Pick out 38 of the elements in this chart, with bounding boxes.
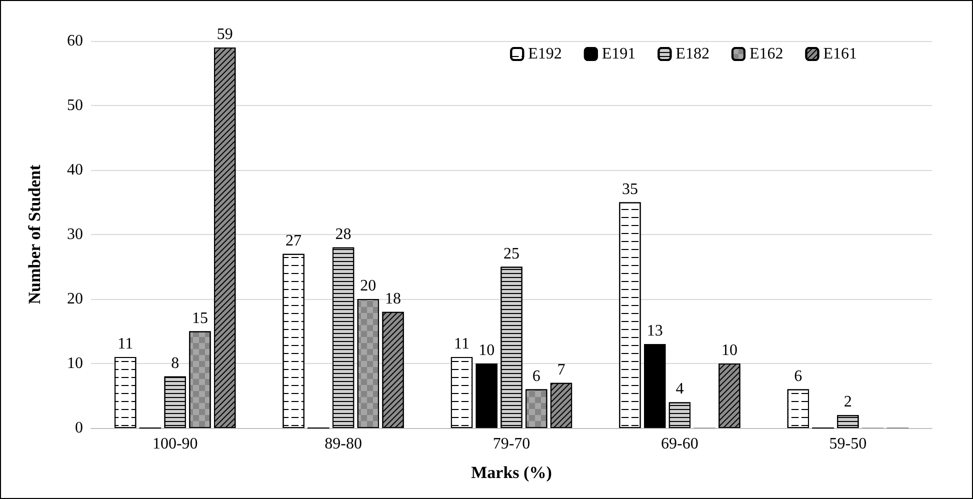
- y-tick-label: 60: [67, 32, 83, 50]
- data-label: 27: [286, 232, 302, 250]
- data-label: 15: [192, 310, 208, 327]
- legend-label: E161: [823, 46, 858, 62]
- y-tick-label: 40: [67, 162, 83, 178]
- legend-label: E192: [528, 46, 562, 62]
- data-label: 59: [216, 26, 233, 43]
- y-tick-label: 20: [67, 290, 83, 308]
- x-tick-label: 69-60: [661, 436, 698, 452]
- data-label: 10: [721, 342, 738, 359]
- y-tick-label: 0: [75, 420, 83, 436]
- x-tick-label: 89-80: [324, 436, 362, 452]
- data-label: 6: [794, 368, 802, 385]
- data-label: 35: [622, 180, 638, 198]
- data-label: 4: [676, 380, 684, 398]
- x-tick-label: 59-50: [829, 436, 867, 452]
- legend-label: E162: [749, 46, 784, 62]
- data-label: 13: [646, 322, 663, 340]
- x-tick-label: 100-90: [152, 436, 198, 452]
- legend-label: E191: [602, 46, 636, 62]
- data-label: 11: [454, 336, 470, 353]
- data-label: 6: [532, 368, 540, 385]
- y-axis-title: Number of Student: [25, 164, 44, 304]
- data-label: 7: [557, 361, 566, 378]
- data-label: 2: [844, 394, 852, 411]
- y-tick-label: 10: [67, 355, 83, 372]
- data-label: 18: [385, 290, 402, 308]
- x-axis-title: Marks (%): [471, 463, 552, 482]
- data-label: 20: [360, 278, 376, 294]
- legend-label: E182: [676, 46, 710, 62]
- data-label: 28: [335, 226, 352, 243]
- y-tick-label: 30: [67, 226, 83, 243]
- y-tick-label: 50: [67, 97, 83, 114]
- x-tick-label: 79-70: [492, 436, 530, 452]
- data-label: 8: [171, 354, 180, 372]
- data-label: 11: [118, 336, 134, 353]
- data-label: 25: [504, 245, 520, 262]
- data-label: 10: [478, 342, 495, 359]
